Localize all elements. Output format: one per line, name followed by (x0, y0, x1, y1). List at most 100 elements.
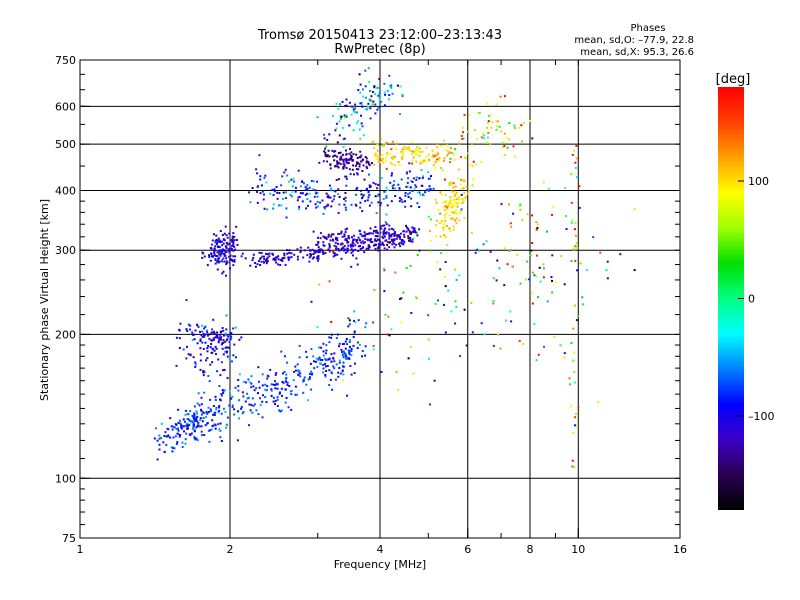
data-point (398, 187, 401, 190)
data-point (511, 265, 514, 268)
data-point (349, 346, 351, 348)
data-point (211, 239, 214, 242)
data-point (529, 254, 532, 257)
data-point (179, 422, 182, 425)
data-point (443, 208, 446, 211)
data-point (322, 364, 325, 366)
data-point (462, 131, 464, 134)
data-point (268, 252, 271, 255)
data-point (330, 235, 333, 238)
data-point (165, 443, 168, 446)
data-point (296, 258, 299, 261)
data-point (357, 161, 360, 164)
data-point (283, 257, 286, 260)
data-point (454, 185, 457, 188)
data-point (446, 244, 449, 247)
data-point (343, 158, 346, 161)
data-point (328, 184, 331, 187)
data-point (323, 137, 326, 140)
data-point (222, 390, 225, 393)
data-point (353, 310, 356, 313)
data-point (452, 211, 455, 214)
data-point (282, 191, 285, 194)
data-point (455, 212, 458, 215)
data-point (290, 393, 293, 396)
data-point (535, 359, 538, 362)
data-point (406, 185, 409, 188)
data-point (171, 425, 174, 428)
data-point (325, 349, 328, 352)
data-point (357, 236, 360, 239)
data-point (439, 191, 442, 194)
data-point (359, 137, 362, 140)
data-point (202, 371, 205, 374)
data-point (330, 321, 333, 323)
data-point (492, 277, 495, 280)
data-point (225, 328, 228, 331)
x-tick-label: 4 (377, 543, 384, 556)
data-point (218, 404, 221, 407)
data-point (272, 207, 275, 210)
data-point (280, 387, 283, 390)
data-point (388, 152, 391, 155)
data-point (395, 234, 398, 237)
data-point (314, 250, 317, 253)
data-point (247, 378, 250, 381)
data-point (294, 186, 297, 189)
data-point (471, 331, 474, 334)
data-point (565, 215, 567, 218)
data-point (378, 91, 381, 94)
data-point (214, 336, 217, 339)
x-tick-label: 10 (571, 543, 585, 556)
data-point (425, 155, 428, 158)
data-point (418, 191, 421, 194)
data-point (377, 249, 380, 252)
data-point (330, 360, 333, 363)
data-point (218, 337, 221, 340)
data-point (417, 150, 420, 153)
data-point (442, 229, 445, 232)
data-point (262, 394, 264, 397)
data-point (352, 336, 355, 338)
data-point (352, 254, 354, 257)
data-point (324, 374, 327, 376)
data-point (391, 92, 394, 95)
data-point (201, 330, 204, 333)
data-point (350, 354, 353, 357)
data-point (487, 120, 490, 123)
data-point (576, 176, 579, 179)
data-point (329, 239, 332, 242)
data-point (234, 248, 237, 251)
data-point (217, 341, 220, 344)
x-tick-label: 1 (77, 543, 84, 556)
data-point (275, 256, 277, 259)
data-point (263, 258, 266, 260)
data-point (349, 365, 352, 367)
data-point (337, 249, 340, 252)
data-point (527, 278, 530, 281)
data-point (296, 255, 299, 258)
data-point (367, 105, 370, 108)
data-point (387, 189, 389, 192)
data-point (343, 244, 346, 247)
data-point (215, 406, 218, 409)
data-point (171, 450, 174, 453)
data-point (405, 185, 408, 188)
data-point (285, 373, 288, 376)
data-point (335, 238, 338, 241)
data-point (322, 371, 325, 374)
data-point (367, 246, 370, 249)
data-point (297, 374, 300, 377)
data-point (196, 426, 198, 428)
data-point (419, 193, 422, 196)
data-point (211, 331, 214, 334)
data-point (359, 102, 362, 105)
data-point (463, 191, 466, 194)
data-point (226, 424, 229, 426)
data-point (369, 107, 372, 110)
data-point (497, 120, 499, 123)
data-point (571, 153, 574, 156)
data-point (277, 255, 280, 258)
data-point (342, 373, 345, 376)
data-point (214, 239, 217, 242)
